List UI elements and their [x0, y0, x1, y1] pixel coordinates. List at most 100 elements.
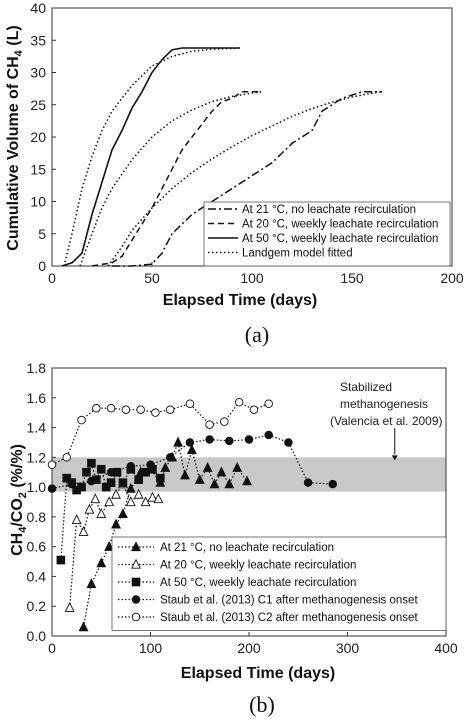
b-y-tick-label: 1.2 [27, 449, 47, 465]
b-y-tick-label: 1.6 [27, 390, 47, 406]
b-point-series-2 [148, 464, 157, 474]
b-x-tick-label: 300 [336, 640, 360, 656]
a-y-axis-label: Cumulative Volume of CH4 (L) [5, 25, 25, 250]
b-y-tick-label: 0.2 [27, 598, 47, 614]
b-plot-frame [51, 367, 447, 637]
b-legend-label: Staub et al. (2013) C1 after methanogene… [160, 595, 418, 607]
b-point-series-3 [165, 453, 175, 462]
b-point-series-4 [234, 397, 244, 407]
b-point-series-0 [155, 476, 166, 487]
b-point-series-0 [145, 463, 156, 474]
b-point-series-2 [72, 485, 81, 495]
b-point-series-1 [125, 496, 136, 507]
b-point-series-0 [117, 508, 128, 519]
b-point-series-2 [87, 458, 96, 468]
b-point-series-2 [118, 478, 128, 487]
a-legend-label: Landgem model fitted [242, 248, 353, 260]
b-point-series-0 [186, 444, 197, 455]
a-x-axis-label: Elapsed Time (days) [163, 292, 317, 309]
b-band-rect [52, 457, 446, 492]
a-y-tick-label: 40 [30, 0, 46, 16]
b-panel-label: (b) [249, 692, 275, 717]
b-point-series-2 [96, 464, 106, 474]
b-point-series-1 [111, 488, 121, 499]
b-y-tick-label: 0.8 [27, 509, 47, 525]
b-series-line-4 [51, 401, 269, 466]
b-point-series-1 [78, 526, 89, 536]
b-point-series-3 [146, 460, 155, 470]
b-point-series-3 [284, 438, 293, 447]
b-point-series-2 [82, 467, 91, 477]
b-point-series-1 [90, 493, 101, 504]
b-point-series-1 [96, 508, 107, 519]
b-point-series-4 [151, 408, 160, 417]
b-point-series-0 [202, 462, 213, 472]
b-point-series-0 [194, 473, 205, 484]
b-point-series-1 [104, 496, 115, 507]
b-annotation-line-3: (Valencia et al. 2009) [330, 414, 443, 428]
a-series-line-2 [61, 47, 240, 267]
b-point-series-0 [224, 478, 235, 489]
b-x-tick-label: 0 [48, 640, 56, 656]
a-x-tick-label: 100 [240, 270, 264, 286]
b-point-series-1 [64, 602, 75, 612]
b-point-series-3 [106, 467, 116, 477]
a-series-line-3 [63, 47, 241, 267]
b-point-series-1 [140, 496, 151, 507]
a-y-tick-label: 0 [38, 258, 46, 274]
b-point-series-0 [111, 518, 121, 529]
a-legend-label: At 21 °C, no leachate recirculation [242, 204, 416, 216]
b-point-series-3 [264, 430, 273, 440]
b-point-series-0 [160, 462, 171, 472]
b-point-series-1 [71, 514, 82, 525]
b-point-series-2 [92, 475, 101, 484]
b-point-series-4 [121, 405, 131, 414]
b-point-series-3 [328, 479, 337, 489]
b-point-series-2 [106, 478, 116, 487]
b-series-line-1 [69, 482, 159, 608]
b-point-series-1 [147, 491, 158, 502]
b-x-tick-label: 100 [139, 640, 163, 656]
b-legend: At 21 °C, no leachate recirculation At 20… [111, 536, 447, 631]
b-point-series-0 [232, 462, 243, 472]
b-point-series-2 [56, 555, 66, 565]
b-series-group [47, 397, 337, 632]
a-x-tick-label: 200 [440, 270, 464, 286]
b-point-series-4 [205, 420, 214, 429]
b-point-series-2 [134, 475, 143, 484]
b-point-series-0 [135, 466, 146, 477]
b-point-series-0 [125, 482, 136, 493]
b-legend-swatch-marker [131, 595, 141, 604]
b-point-series-4 [264, 399, 273, 408]
b-annotation-line-1: Stabilized [340, 380, 392, 394]
b-legend-label: Staub et al. (2013) C2 after methanogene… [160, 612, 418, 624]
b-y-axis-label: CH4/CO2 (%/%) [9, 444, 29, 556]
b-point-series-2 [101, 482, 111, 492]
a-legend-box [203, 201, 451, 267]
b-plot-area [51, 367, 447, 637]
b-point-series-2 [156, 473, 165, 483]
a-tick-labels: 0 50 100 150 200 0 5 10 15 20 25 30 35 40 [30, 0, 463, 286]
a-legend-label: At 20 °C, weekly leachate recirculation [242, 219, 438, 231]
a-y-tick-label: 35 [30, 32, 46, 48]
a-y-tick-label: 5 [38, 226, 46, 242]
b-legend-swatch-marker [131, 558, 141, 569]
b-point-series-0 [216, 466, 227, 477]
b-point-series-0 [104, 540, 115, 551]
b-point-series-2 [77, 482, 86, 492]
b-legend-label: At 21 °C, no leachate recirculation [160, 542, 334, 554]
a-series-line-3 [79, 91, 263, 267]
b-y-tick-label: 1.4 [27, 420, 47, 436]
b-y-tick-label: 0.4 [27, 568, 47, 584]
b-point-series-4 [220, 417, 229, 426]
b-point-series-2 [112, 467, 122, 477]
a-x-tick-label: 150 [340, 270, 364, 286]
b-point-series-4 [136, 405, 145, 414]
a-y-tick-label: 30 [30, 65, 46, 81]
b-point-series-3 [185, 438, 195, 447]
b-x-tick-label: 200 [237, 640, 261, 656]
b-point-series-1 [84, 503, 95, 514]
b-y-tick-label: 0.6 [27, 539, 47, 555]
b-point-series-3 [205, 435, 214, 444]
b-point-series-4 [92, 403, 101, 413]
